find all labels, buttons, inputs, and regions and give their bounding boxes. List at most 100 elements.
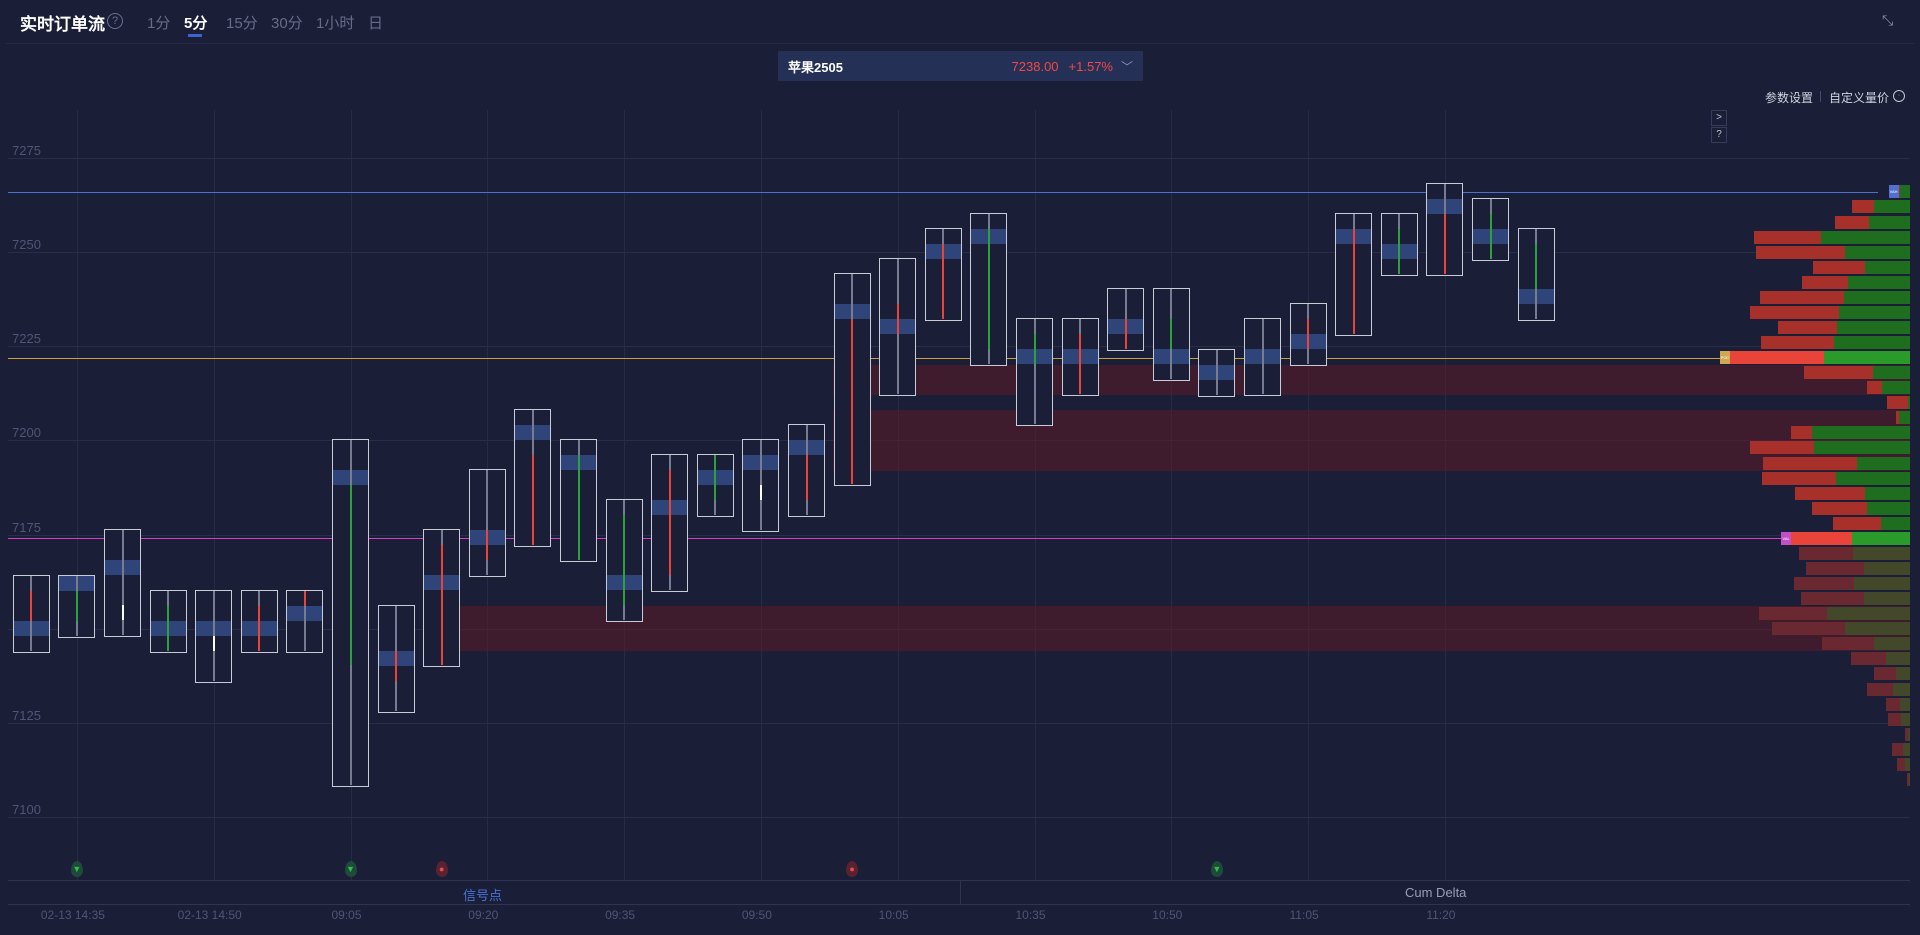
footprint-candle[interactable] [332, 438, 369, 787]
active-tab-indicator [188, 34, 202, 37]
ask-volume [1308, 334, 1326, 349]
time-label: 10:50 [1152, 908, 1183, 922]
candle-body [258, 605, 261, 651]
footprint-candle[interactable] [468, 469, 506, 578]
bid-volume [1245, 319, 1263, 334]
footprint-candle[interactable] [1472, 197, 1509, 261]
candle-separator [1261, 319, 1264, 395]
imbalance-zone [833, 365, 1910, 396]
footprint-candle[interactable] [560, 438, 597, 562]
ask-volume [487, 515, 505, 530]
footprint-candle[interactable] [651, 454, 689, 593]
bid-volume [1382, 259, 1400, 274]
profile-row [1897, 757, 1910, 771]
profile-row [1851, 200, 1910, 214]
footprint-candle[interactable] [1289, 303, 1327, 367]
footprint-candle[interactable] [605, 499, 643, 623]
ask-volume [1399, 259, 1417, 274]
ask-volume [214, 591, 232, 606]
sell-signal-icon: ● [846, 861, 859, 877]
footprint-candle[interactable] [1016, 318, 1053, 427]
footprint-candle[interactable] [1517, 228, 1555, 322]
bid-volume [561, 470, 579, 485]
footprint-candle[interactable] [1380, 213, 1418, 277]
tab-30min[interactable]: 30分 [271, 15, 303, 32]
tab-day[interactable]: 日 [368, 15, 384, 32]
footprint-candle[interactable] [286, 589, 324, 653]
ask-volume [351, 530, 369, 545]
footprint-candle[interactable] [240, 589, 278, 653]
collapse-arrows-icon[interactable]: ⤡ [1882, 12, 1894, 28]
bid-volume [59, 606, 77, 621]
footprint-candle[interactable] [1244, 318, 1281, 397]
bid-volume [789, 455, 807, 470]
ask-volume [624, 605, 642, 620]
ask-volume [351, 515, 369, 530]
profile-buy-bar [1839, 305, 1910, 319]
ask-volume [1126, 334, 1144, 349]
custom-volume-price-button[interactable]: 自定义量价 [1829, 91, 1890, 105]
footprint-candle[interactable] [696, 454, 734, 518]
footprint-candle[interactable] [149, 589, 187, 653]
footprint-candle[interactable] [742, 438, 780, 532]
bid-volume [515, 425, 533, 440]
bid-volume [1063, 319, 1081, 334]
buy-signal-icon: ▼ [1210, 861, 1223, 877]
bid-volume [242, 591, 260, 606]
footprint-candle[interactable] [1198, 348, 1236, 397]
ask-volume [989, 259, 1007, 274]
footprint-candle[interactable] [514, 408, 552, 547]
footprint-candle[interactable] [58, 574, 96, 638]
bid-volume [652, 485, 670, 500]
footprint-candle[interactable] [833, 273, 871, 487]
footprint-candle[interactable] [924, 228, 962, 322]
footprint-candle[interactable] [1426, 182, 1464, 276]
ask-volume [989, 319, 1007, 334]
footprint-candle[interactable] [423, 529, 461, 668]
ask-volume [351, 635, 369, 650]
tab-1min[interactable]: 1分 [147, 15, 171, 32]
tab-1hour[interactable]: 1小时 [316, 15, 355, 32]
tab-cum-delta[interactable]: Cum Delta [1405, 885, 1467, 900]
footprint-candle[interactable] [12, 574, 50, 653]
params-settings-button[interactable]: 参数设置 [1765, 91, 1814, 105]
candle-body [531, 454, 534, 545]
bid-volume [515, 515, 533, 530]
ask-volume [1354, 229, 1372, 244]
ask-volume [989, 334, 1007, 349]
bid-volume [835, 289, 853, 304]
bid-volume [424, 530, 442, 545]
bid-volume [835, 424, 853, 439]
ask-volume [1035, 319, 1053, 334]
profile-buy-bar [1812, 426, 1910, 440]
footprint-candle[interactable] [104, 529, 141, 638]
footprint-candle[interactable] [1107, 288, 1145, 352]
footprint-candle[interactable] [879, 258, 917, 397]
ask-volume [533, 485, 551, 500]
tab-signals[interactable]: 信号点 [463, 888, 503, 903]
tab-15min[interactable]: 15分 [226, 15, 258, 32]
bid-volume [789, 500, 807, 515]
ask-volume [943, 274, 961, 289]
footprint-candle[interactable] [377, 604, 415, 713]
ask-volume [1308, 349, 1326, 364]
ask-volume [989, 229, 1007, 244]
ask-volume [1080, 319, 1098, 334]
chart-help-button[interactable]: ? [1711, 127, 1727, 143]
footprint-candle[interactable] [788, 423, 825, 517]
ask-volume [989, 289, 1007, 304]
footprint-candle[interactable] [195, 589, 233, 683]
profile-row [1802, 275, 1910, 289]
footprint-candle[interactable] [970, 213, 1008, 367]
tab-5min[interactable]: 5分 [184, 15, 208, 32]
expand-panel-button[interactable]: > [1711, 110, 1727, 126]
footprint-candle[interactable] [1152, 288, 1190, 382]
clock-icon[interactable]: · [1893, 90, 1905, 102]
ask-volume [761, 500, 779, 515]
symbol-selector[interactable]: 苹果2505 7238.00 +1.57% ﹀ [778, 51, 1143, 81]
footprint-candle[interactable] [1335, 213, 1373, 337]
question-circle-icon[interactable]: ? [107, 13, 123, 29]
footprint-candle[interactable] [1061, 318, 1099, 397]
tab-divider [960, 881, 961, 904]
ask-volume [351, 770, 369, 785]
